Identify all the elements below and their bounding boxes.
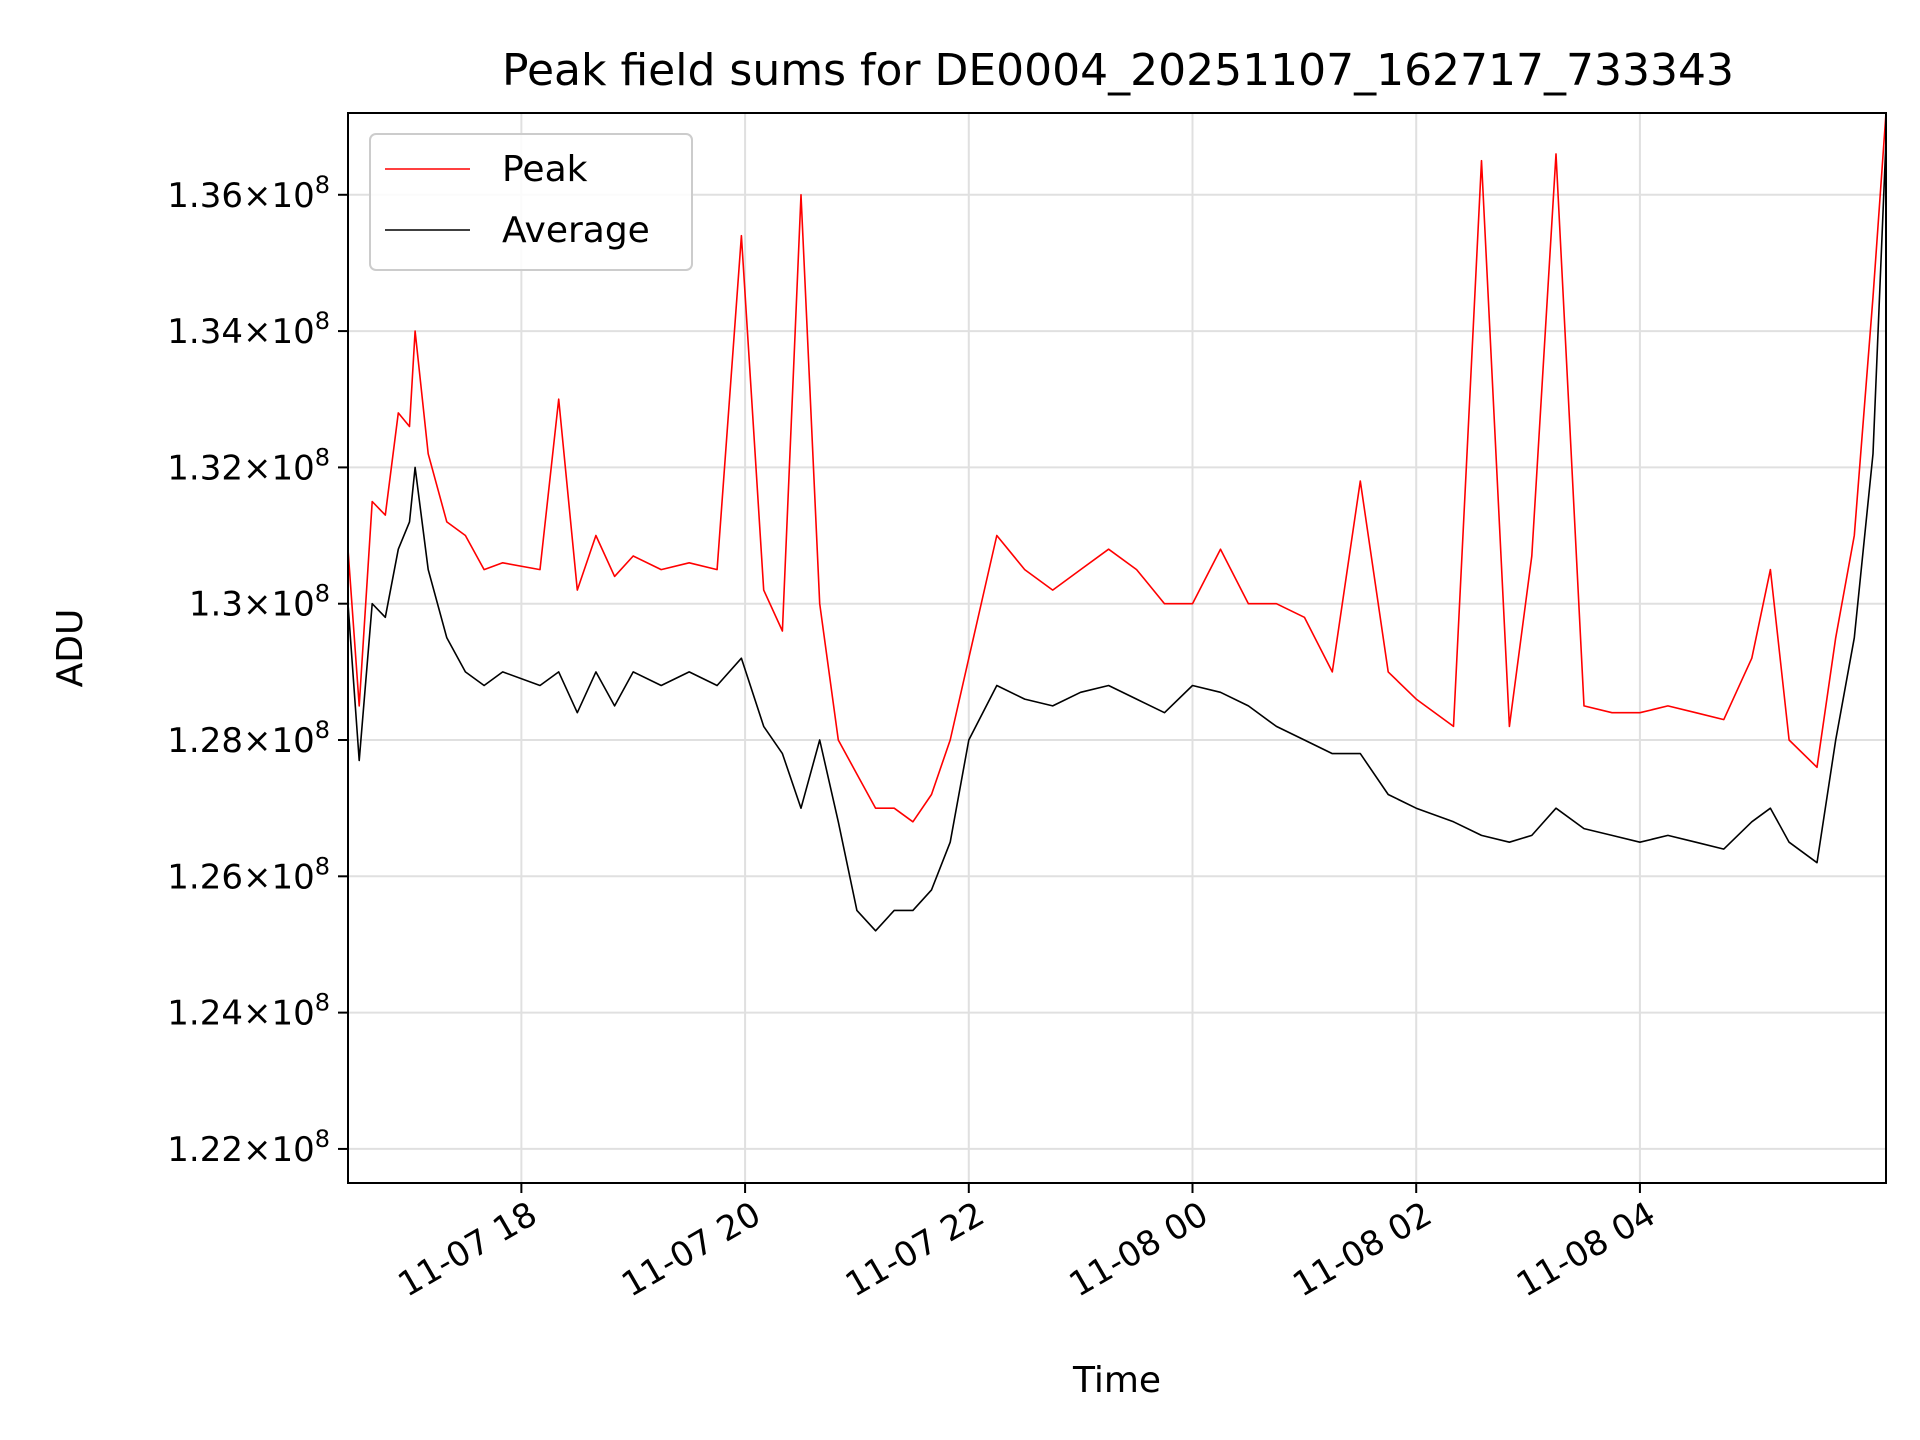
series-line-average xyxy=(348,140,1886,932)
y-tick-label: 1.3×108 xyxy=(189,580,330,625)
y-tick-label: 1.36×108 xyxy=(167,171,330,216)
legend-label-peak: Peak xyxy=(502,149,588,190)
y-tick-label: 1.34×108 xyxy=(167,307,330,352)
y-tick-label: 1.28×108 xyxy=(167,716,330,761)
series-line-peak xyxy=(348,113,1886,823)
y-tick-label: 1.22×108 xyxy=(167,1125,330,1170)
y-axis-ticks: 1.22×108 1.24×108 1.26×108 1.28×108 1.3×108 1… xyxy=(167,171,348,1170)
plot-area xyxy=(348,113,1886,1183)
x-gridlines xyxy=(520,113,1641,1183)
y-tick-label: 1.24×108 xyxy=(167,989,330,1034)
legend-box xyxy=(369,133,693,271)
axes-frame xyxy=(347,112,1887,1184)
chart-title: Peak field sums for DE0004_20251107_1627… xyxy=(502,45,1734,96)
legend-label-average: Average xyxy=(502,210,650,251)
y-axis-label: ADU xyxy=(50,609,91,688)
x-axis-label: Time xyxy=(1072,1360,1161,1401)
legend: Peak Average xyxy=(369,133,693,271)
y-tick-label: 1.26×108 xyxy=(167,852,330,897)
series-layer xyxy=(348,113,1886,932)
y-tick-label: 1.32×108 xyxy=(167,443,330,488)
